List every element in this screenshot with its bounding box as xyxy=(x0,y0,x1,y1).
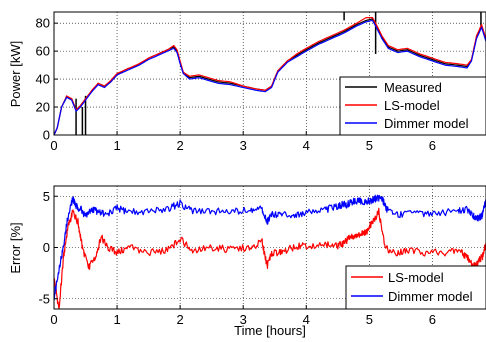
power-y-tick-label: 40 xyxy=(36,72,50,87)
error-x-tick-label: 5 xyxy=(366,312,373,327)
error-series-group xyxy=(54,194,486,309)
error-x-tick-label: 3 xyxy=(240,312,247,327)
power-x-tick-label: 1 xyxy=(113,138,120,153)
error-y-tick-label: -5 xyxy=(38,291,50,306)
error-legend-box xyxy=(345,265,486,310)
error-y-tick-label: 0 xyxy=(43,240,50,255)
power-x-tick-label: 0 xyxy=(50,138,57,153)
power-y-tick-label: 60 xyxy=(36,44,50,59)
power-x-tick-label: 5 xyxy=(366,138,373,153)
power-x-tick-label: 3 xyxy=(240,138,247,153)
error-legend: LS-model Dimmer model xyxy=(345,265,486,310)
power-x-tick-label: 6 xyxy=(429,138,436,153)
power-x-tick-label: 4 xyxy=(303,138,310,153)
error-series-dimmer-model xyxy=(54,194,486,301)
power-series-dimmer-model xyxy=(54,19,486,135)
power-plot-frame xyxy=(53,11,486,136)
legend-error-ls-model-label: LS-model xyxy=(388,270,444,285)
power-series-ls-model xyxy=(54,17,486,135)
error-x-tick-label: 2 xyxy=(177,312,184,327)
error-series-ls-model xyxy=(54,207,486,309)
power-y-tick-label: 0 xyxy=(43,128,50,143)
error-x-tick-label: 4 xyxy=(303,312,310,327)
error-x-tick-label: 1 xyxy=(113,312,120,327)
power-panel: 0 20 40 60 80 0 1 2 3 4 5 6 Power [kW] Measured LS… xyxy=(8,11,486,153)
power-y-tick-label: 20 xyxy=(36,100,50,115)
legend-ls-model-label: LS-model xyxy=(384,98,440,113)
error-y-tick-label: 5 xyxy=(43,189,50,204)
error-x-tick-label: 6 xyxy=(429,312,436,327)
power-y-ticks: 0 20 40 60 80 xyxy=(36,16,58,143)
error-y-axis-label: Error [%] xyxy=(8,222,23,273)
power-y-tick-label: 80 xyxy=(36,16,50,31)
power-x-tick-label: 2 xyxy=(177,138,184,153)
power-x-ticks: 0 1 2 3 4 5 6 xyxy=(50,131,436,153)
legend-dimmer-model-label: Dimmer model xyxy=(384,116,469,131)
power-y-axis-label: Power [kW] xyxy=(8,41,23,107)
power-series-group xyxy=(54,12,486,135)
error-y-ticks: -5 0 5 xyxy=(38,189,58,306)
error-x-axis-label: Time [hours] xyxy=(234,323,306,338)
legend-measured-label: Measured xyxy=(384,80,442,95)
power-legend: Measured LS-model Dimmer model xyxy=(339,76,486,136)
error-x-tick-label: 0 xyxy=(50,312,57,327)
legend-error-dimmer-model-label: Dimmer model xyxy=(388,289,473,304)
